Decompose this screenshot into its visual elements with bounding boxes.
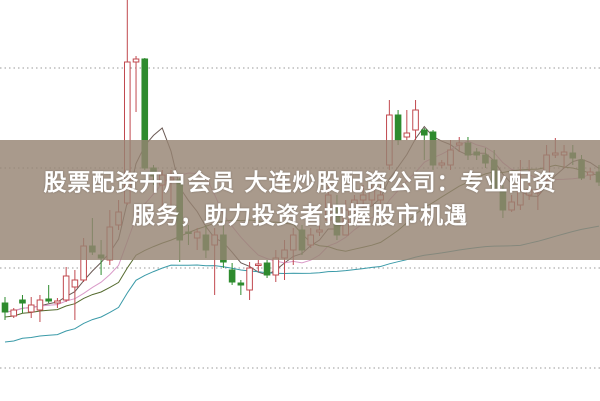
candle-up — [132, 58, 140, 63]
candle-down — [394, 114, 402, 141]
candle-up — [403, 132, 411, 138]
candle-down — [45, 298, 52, 302]
candle-up — [71, 279, 79, 288]
candle-down — [263, 262, 271, 276]
candle-up — [54, 300, 61, 304]
title-line-1: 股票配资开户会员 大连炒股配资公司：专业配资 — [43, 170, 557, 196]
candle-down — [237, 282, 245, 286]
candle-up — [27, 304, 35, 313]
title-banner: 股票配资开户会员 大连炒股配资公司：专业配资 服务，助力投资者把握股市机遇 — [0, 140, 600, 260]
title-line-2: 服务，助力投资者把握股市机遇 — [132, 203, 468, 229]
candle-up — [36, 299, 44, 311]
candle-down — [1, 302, 9, 313]
candle-down — [228, 269, 236, 283]
candle-down — [420, 129, 428, 136]
candle-up — [255, 263, 262, 266]
candle-up — [412, 109, 419, 131]
candle-up — [10, 309, 18, 317]
candle-up — [246, 267, 253, 291]
candle-up — [62, 275, 70, 301]
candle-up — [272, 257, 280, 276]
candle-down — [19, 299, 26, 304]
